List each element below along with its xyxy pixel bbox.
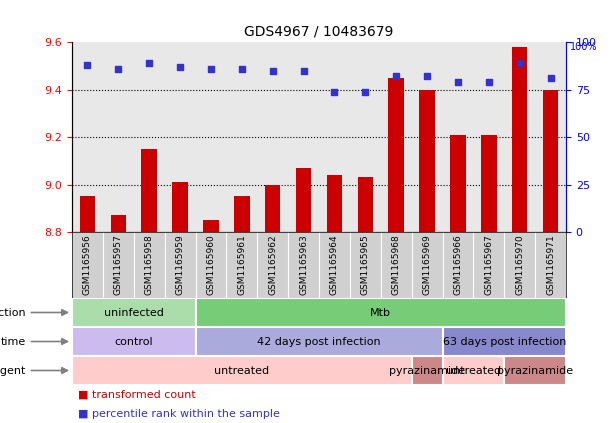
- Bar: [412, 356, 442, 385]
- Text: GSM1165967: GSM1165967: [485, 234, 493, 295]
- Text: ■ percentile rank within the sample: ■ percentile rank within the sample: [78, 409, 280, 418]
- Bar: [111, 215, 126, 232]
- Text: GSM1165958: GSM1165958: [145, 234, 154, 295]
- Text: GSM1165965: GSM1165965: [361, 234, 370, 295]
- Text: GSM1165969: GSM1165969: [423, 234, 431, 295]
- Bar: [543, 90, 558, 232]
- Text: 100%: 100%: [570, 42, 598, 52]
- Text: GSM1165971: GSM1165971: [546, 234, 555, 295]
- Bar: [419, 90, 435, 232]
- Text: GSM1165968: GSM1165968: [392, 234, 401, 295]
- Text: untreated: untreated: [214, 365, 269, 376]
- Bar: [389, 78, 404, 232]
- Point: [268, 67, 277, 74]
- Text: GSM1165963: GSM1165963: [299, 234, 308, 295]
- Text: infection: infection: [0, 308, 67, 318]
- Bar: [512, 47, 527, 232]
- Bar: [196, 327, 442, 356]
- Point: [453, 79, 463, 85]
- Bar: [196, 298, 566, 327]
- Bar: [79, 196, 95, 232]
- Point: [391, 73, 401, 80]
- Text: Mtb: Mtb: [370, 308, 391, 318]
- Text: GSM1165961: GSM1165961: [237, 234, 246, 295]
- Point: [237, 66, 247, 72]
- Text: uninfected: uninfected: [104, 308, 164, 318]
- Text: GSM1165962: GSM1165962: [268, 234, 277, 294]
- Bar: [450, 135, 466, 232]
- Bar: [481, 135, 497, 232]
- Bar: [142, 149, 157, 232]
- Point: [175, 63, 185, 70]
- Bar: [442, 356, 504, 385]
- Bar: [265, 184, 280, 232]
- Bar: [72, 327, 196, 356]
- Text: 63 days post infection: 63 days post infection: [442, 337, 566, 346]
- Text: GSM1165970: GSM1165970: [515, 234, 524, 295]
- Point: [114, 66, 123, 72]
- Bar: [296, 168, 311, 232]
- Bar: [172, 182, 188, 232]
- Point: [144, 60, 154, 66]
- Point: [360, 88, 370, 95]
- Text: GSM1165959: GSM1165959: [175, 234, 185, 295]
- Text: ■ transformed count: ■ transformed count: [78, 390, 196, 399]
- Bar: [234, 196, 249, 232]
- Point: [329, 88, 339, 95]
- Point: [484, 79, 494, 85]
- Text: pyrazinamide: pyrazinamide: [497, 365, 573, 376]
- Text: untreated: untreated: [446, 365, 501, 376]
- Point: [206, 66, 216, 72]
- Text: GSM1165960: GSM1165960: [207, 234, 216, 295]
- Bar: [72, 298, 196, 327]
- Bar: [327, 175, 342, 232]
- Title: GDS4967 / 10483679: GDS4967 / 10483679: [244, 25, 393, 38]
- Text: GSM1165956: GSM1165956: [83, 234, 92, 295]
- Text: GSM1165957: GSM1165957: [114, 234, 123, 295]
- Bar: [357, 178, 373, 232]
- Text: control: control: [114, 337, 153, 346]
- Text: time: time: [1, 337, 67, 346]
- Bar: [72, 356, 412, 385]
- Text: 42 days post infection: 42 days post infection: [257, 337, 381, 346]
- Bar: [203, 220, 219, 232]
- Text: agent: agent: [0, 365, 67, 376]
- Bar: [504, 356, 566, 385]
- Text: GSM1165966: GSM1165966: [453, 234, 463, 295]
- Point: [299, 67, 309, 74]
- Point: [82, 62, 92, 69]
- Bar: [442, 327, 566, 356]
- Point: [546, 75, 555, 82]
- Text: pyrazinamide: pyrazinamide: [389, 365, 465, 376]
- Point: [422, 73, 432, 80]
- Point: [515, 60, 525, 66]
- Text: GSM1165964: GSM1165964: [330, 234, 339, 294]
